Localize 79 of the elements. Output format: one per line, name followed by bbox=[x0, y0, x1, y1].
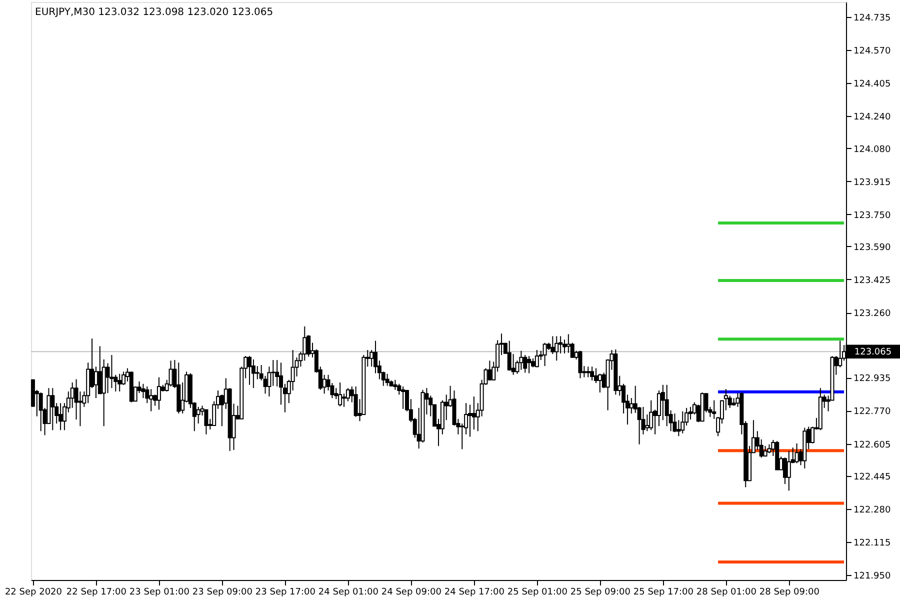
candlestick bbox=[645, 414, 650, 432]
candlestick bbox=[401, 386, 406, 410]
candlestick bbox=[141, 383, 146, 399]
x-tick-label: 24 Sep 09:00 bbox=[381, 588, 442, 598]
y-tick-label: 124.405 bbox=[854, 80, 891, 90]
x-tick-label: 23 Sep 01:00 bbox=[129, 588, 190, 598]
y-tick-label: 124.570 bbox=[854, 46, 891, 57]
candlestick bbox=[511, 354, 516, 376]
candlestick bbox=[523, 354, 528, 374]
candlestick bbox=[542, 342, 547, 367]
x-tick-label: 22 Sep 17:00 bbox=[66, 588, 127, 598]
candlestick bbox=[488, 360, 492, 381]
y-tick-label: 124.080 bbox=[854, 144, 891, 155]
x-tick-label: 24 Sep 01:00 bbox=[318, 588, 379, 598]
x-tick-label: 28 Sep 01:00 bbox=[696, 588, 757, 598]
candlestick bbox=[70, 382, 74, 408]
y-tick-label: 123.590 bbox=[854, 242, 891, 253]
candlestick bbox=[94, 366, 98, 399]
x-tick-label: 23 Sep 09:00 bbox=[192, 588, 253, 598]
candlestick bbox=[468, 404, 472, 438]
candlestick bbox=[586, 366, 590, 378]
candlestick bbox=[385, 373, 390, 386]
candlestick bbox=[251, 358, 256, 389]
y-tick-label: 124.735 bbox=[854, 14, 891, 24]
y-tick-label: 121.950 bbox=[854, 571, 891, 582]
candlestick bbox=[204, 409, 208, 435]
candlestick bbox=[578, 350, 582, 379]
candlestick bbox=[118, 373, 122, 392]
candlestick bbox=[534, 350, 539, 368]
x-tick-label: 22 Sep 2020 bbox=[4, 588, 62, 598]
chart-title: EURJPY,M30 123.032 123.098 123.020 123.065 bbox=[35, 7, 274, 18]
candlestick bbox=[338, 382, 342, 407]
candlestick bbox=[110, 354, 114, 389]
candlestick bbox=[393, 379, 398, 390]
y-tick-label: 122.445 bbox=[854, 472, 891, 482]
x-tick-label: 23 Sep 17:00 bbox=[255, 588, 316, 598]
candlestick bbox=[838, 340, 842, 368]
candlestick bbox=[629, 398, 634, 414]
candlestick bbox=[794, 442, 799, 464]
candlestick bbox=[590, 366, 594, 381]
y-tick-label: 123.260 bbox=[854, 309, 891, 320]
y-tick-label: 122.935 bbox=[854, 374, 891, 384]
y-tick-label: 122.115 bbox=[854, 538, 891, 548]
y-tick-label: 122.280 bbox=[854, 505, 891, 516]
candlestick bbox=[519, 350, 524, 370]
candlestick bbox=[527, 356, 532, 374]
x-tick-label: 25 Sep 17:00 bbox=[633, 588, 694, 598]
candlestick bbox=[664, 384, 669, 427]
candlestick bbox=[58, 402, 63, 431]
y-tick-label: 122.605 bbox=[854, 440, 891, 450]
candlestick bbox=[255, 366, 260, 380]
ref-line-label: 123.065 bbox=[854, 348, 892, 358]
y-tick-label: 124.240 bbox=[854, 112, 891, 123]
x-tick-label: 28 Sep 09:00 bbox=[759, 588, 820, 598]
y-tick-label: 123.915 bbox=[854, 178, 891, 188]
candlestick bbox=[786, 450, 791, 492]
candlestick bbox=[354, 386, 358, 418]
candlestick bbox=[342, 393, 346, 408]
candlestick bbox=[672, 413, 677, 433]
candlestick bbox=[649, 400, 654, 431]
y-tick-label: 122.770 bbox=[854, 407, 891, 418]
candlestick bbox=[507, 340, 512, 372]
candlestick bbox=[554, 336, 559, 362]
candlestick bbox=[50, 388, 55, 431]
candlestick bbox=[156, 376, 161, 410]
candlestick bbox=[196, 406, 200, 424]
x-tick-label: 25 Sep 01:00 bbox=[507, 588, 568, 598]
candlestick bbox=[248, 356, 252, 386]
candlestick bbox=[550, 336, 555, 355]
candlestick bbox=[680, 410, 685, 434]
candlestick bbox=[78, 390, 82, 427]
candlestick bbox=[149, 388, 154, 412]
candlestick bbox=[594, 368, 598, 384]
x-tick-label: 24 Sep 17:00 bbox=[444, 588, 505, 598]
candlestick bbox=[370, 350, 374, 368]
x-tick-label: 25 Sep 09:00 bbox=[570, 588, 631, 598]
candlestick bbox=[38, 392, 43, 432]
y-tick-label: 123.425 bbox=[854, 276, 891, 286]
y-tick-label: 123.750 bbox=[854, 210, 891, 221]
